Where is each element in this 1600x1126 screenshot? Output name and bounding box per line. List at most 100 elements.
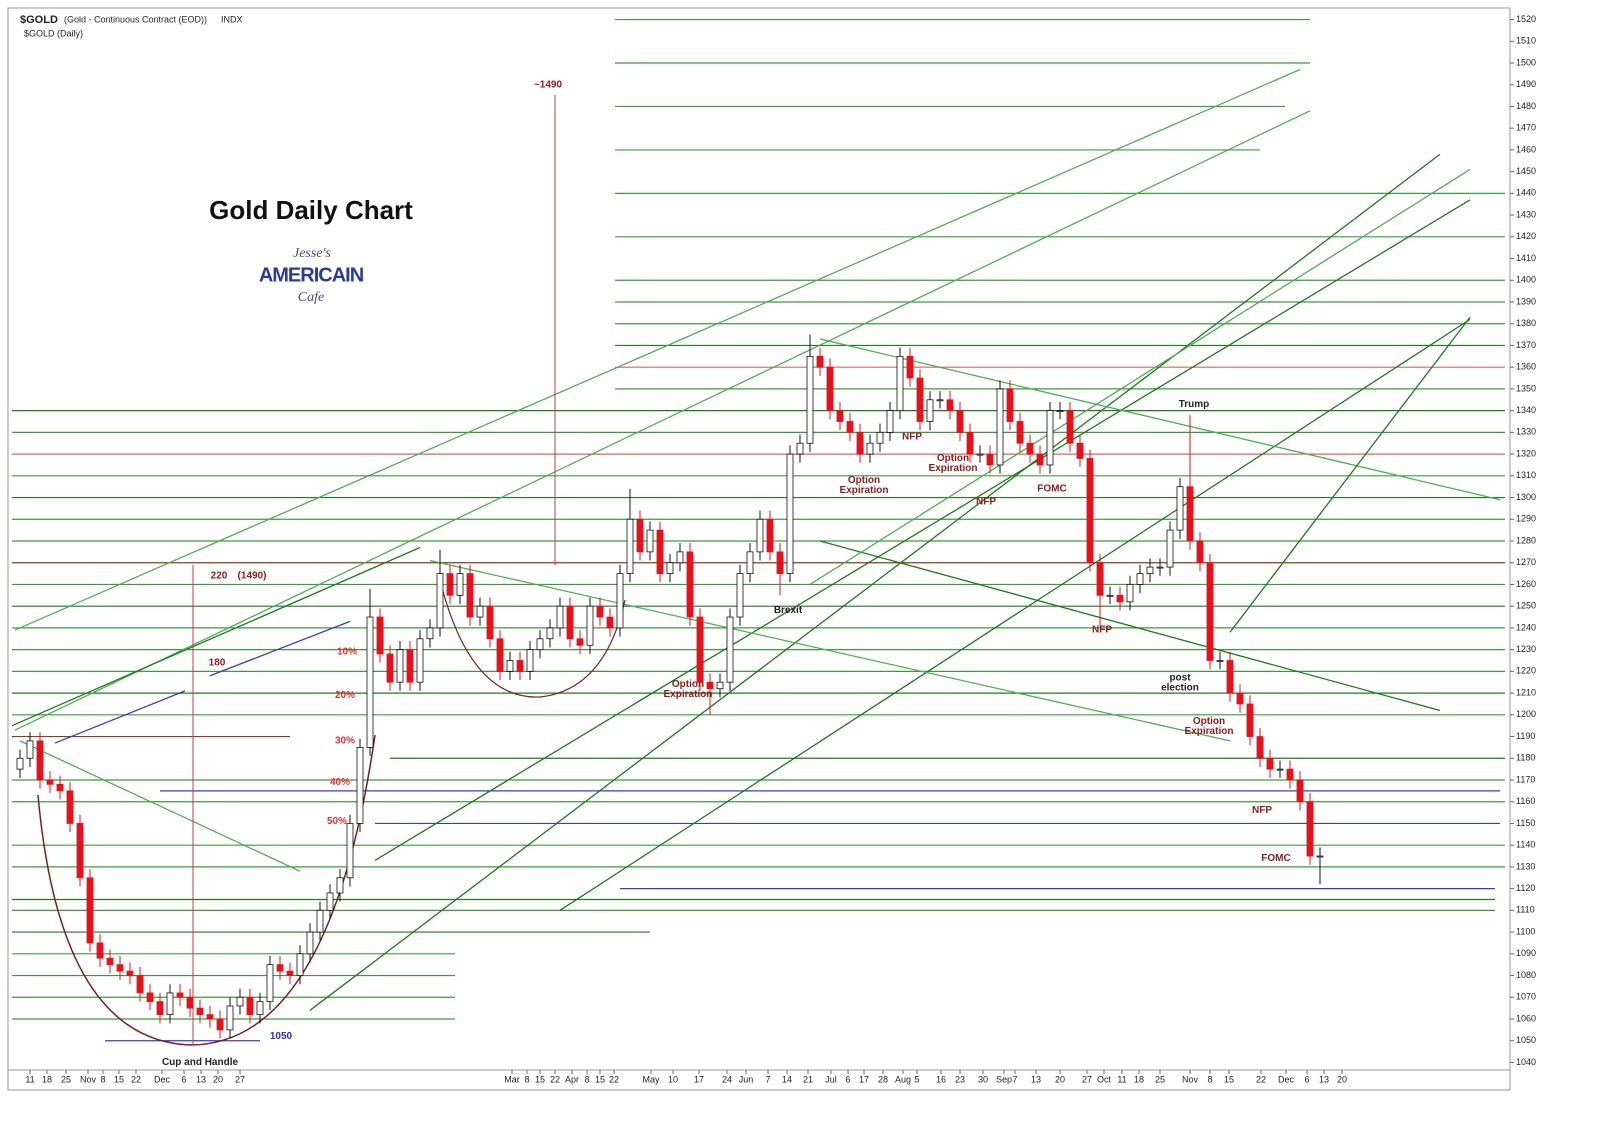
candle-body: [816, 355, 824, 368]
x-tick-label: Sep: [996, 1074, 1012, 1084]
y-tick-label: 1240: [1516, 622, 1536, 632]
x-tick-label: 7: [1012, 1074, 1017, 1084]
candle-body: [506, 660, 514, 672]
description: (Gold - Continuous Contract (EOD)): [64, 14, 207, 24]
candle-body: [226, 1005, 234, 1031]
candle-body: [726, 616, 734, 683]
candle-body: [866, 442, 874, 455]
logo-text: Cafe: [298, 290, 324, 305]
x-axis-frame: [7, 1069, 1511, 1091]
y-tick-label: 1300: [1516, 492, 1536, 502]
candle-body: [536, 638, 544, 651]
y-tick-label: 1370: [1516, 340, 1536, 350]
candle-body: [826, 366, 834, 412]
candle-body: [496, 638, 504, 672]
y-tick-label: 1430: [1516, 209, 1536, 219]
annotation: Option: [1193, 716, 1225, 727]
candle-body: [346, 823, 354, 879]
x-tick-label: 6: [181, 1074, 186, 1084]
y-tick-label: 1330: [1516, 427, 1536, 437]
y-tick-label: 1100: [1516, 926, 1535, 936]
x-tick-label: 20: [1337, 1074, 1347, 1084]
candle-body: [1176, 486, 1184, 531]
candle-body: [966, 431, 974, 455]
candle-body: [956, 410, 964, 433]
candle-body: [566, 605, 574, 640]
candle-body: [1136, 573, 1144, 585]
candle-body: [666, 562, 674, 574]
candle-body: [596, 605, 604, 618]
x-tick-label: 25: [61, 1074, 71, 1084]
candle-body: [176, 992, 184, 998]
y-tick-label: 1220: [1516, 666, 1536, 676]
y-tick-label: 1050: [1516, 1035, 1536, 1045]
x-tick-label: 22: [1256, 1074, 1266, 1084]
annotation: 20%: [335, 690, 355, 701]
x-tick-label: Nov: [80, 1074, 97, 1084]
candle-body: [1116, 594, 1124, 603]
y-tick-label: 1200: [1516, 709, 1536, 719]
annotation: NFP: [1252, 805, 1272, 816]
candle-body: [586, 605, 594, 646]
candle-body: [486, 605, 494, 640]
candle-body: [166, 992, 174, 1016]
candle-body: [1076, 442, 1084, 459]
annotation: 50%: [327, 816, 347, 827]
candle-body: [516, 660, 524, 672]
y-tick-label: 1060: [1516, 1013, 1536, 1023]
candle-body: [316, 909, 324, 933]
y-tick-label: 1470: [1516, 123, 1536, 133]
annotation: FOMC: [1037, 483, 1066, 494]
y-tick-label: 1390: [1516, 296, 1536, 306]
x-tick-label: 20: [1055, 1074, 1065, 1084]
trend-line: [309, 153, 1441, 1011]
trend-line: [11, 546, 421, 727]
candle-body: [926, 399, 934, 422]
y-tick-label: 1490: [1516, 79, 1536, 89]
x-tick-label: 21: [803, 1074, 813, 1084]
annotation: Option: [672, 679, 704, 690]
candle-body: [406, 649, 414, 683]
candle-body: [646, 529, 654, 553]
candle-body: [1196, 540, 1204, 564]
y-tick-label: 1210: [1516, 687, 1536, 697]
annotation: Expiration: [929, 463, 978, 474]
candle-body: [256, 1001, 264, 1016]
x-tick-label: 15: [595, 1074, 605, 1084]
y-tick-label: 1120: [1516, 883, 1535, 893]
candle-body: [1036, 453, 1044, 466]
candle-body: [886, 410, 894, 433]
x-tick-label: 11: [1117, 1074, 1126, 1084]
candle-body: [1146, 566, 1154, 574]
candle-body: [986, 453, 994, 466]
trend-line: [19, 740, 301, 872]
annotation: Expiration: [840, 485, 889, 496]
y-tick-label: 1290: [1516, 514, 1536, 524]
candle-body: [336, 877, 344, 894]
candle-body: [16, 757, 24, 770]
x-tick-label: 16: [936, 1074, 946, 1084]
candle-body: [416, 638, 424, 683]
candle-body: [1106, 594, 1114, 597]
candle-body: [756, 518, 764, 553]
x-tick-label: 25: [1155, 1074, 1165, 1084]
candle-body: [856, 431, 864, 455]
candle-body: [126, 970, 134, 976]
candle-body: [696, 616, 704, 683]
candle-body: [1046, 410, 1054, 466]
y-tick-label: 1110: [1516, 905, 1535, 915]
x-tick-label: 20: [213, 1074, 223, 1084]
y-tick-label: 1190: [1516, 731, 1535, 741]
candle-body: [976, 453, 984, 456]
x-tick-label: 5: [914, 1074, 919, 1084]
candle-body: [556, 605, 564, 629]
x-tick-label: 27: [1082, 1074, 1092, 1084]
trend-line: [14, 110, 1311, 731]
y-tick-label: 1250: [1516, 601, 1536, 611]
candle-body: [326, 892, 334, 911]
annotation: 30%: [335, 736, 355, 747]
candle-body: [286, 970, 294, 976]
x-tick-label: Dec: [154, 1074, 171, 1084]
candle-body: [436, 573, 444, 629]
symbol: $GOLD: [20, 14, 58, 26]
